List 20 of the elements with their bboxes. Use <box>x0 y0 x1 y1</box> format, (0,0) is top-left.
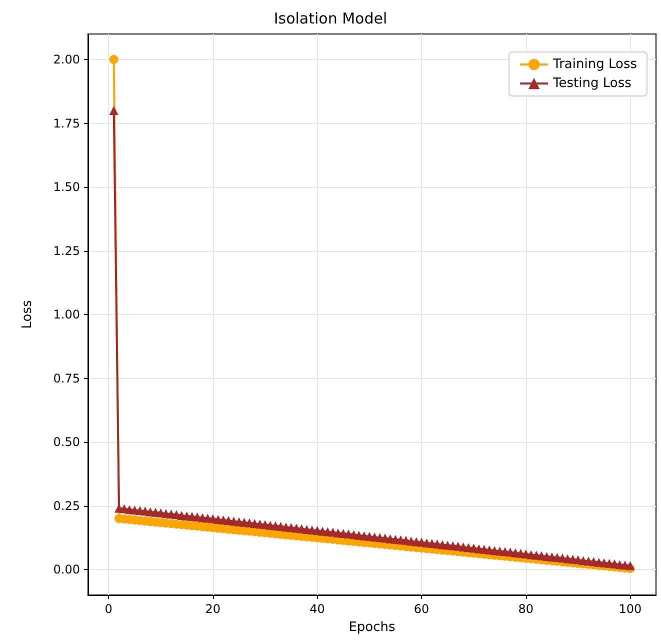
y-axis-title: Loss <box>20 300 35 329</box>
y-tick-label: 1.75 <box>53 116 80 130</box>
y-tick-label: 1.25 <box>53 244 80 258</box>
y-tick-label: 0.25 <box>53 498 80 513</box>
y-tick-label: 1.50 <box>53 180 80 194</box>
chart-title: Isolation Model <box>274 10 388 28</box>
x-tick-label: 80 <box>518 602 534 616</box>
legend-label: Training Loss <box>552 57 638 72</box>
y-tick-label: 0.50 <box>53 435 80 449</box>
y-tick-label: 2.00 <box>53 52 80 66</box>
x-tick-label: 60 <box>414 602 430 616</box>
x-tick-label: 100 <box>618 602 642 616</box>
legend-label: Testing Loss <box>552 76 632 91</box>
x-tick-label: 20 <box>205 602 221 616</box>
x-axis-title: Epochs <box>348 620 396 635</box>
y-tick-label: 1.00 <box>53 308 80 322</box>
y-tick-label: 0.75 <box>53 371 80 386</box>
x-tick-label: 40 <box>310 602 325 616</box>
y-tick-label: 0.00 <box>53 562 80 576</box>
x-tick-label: 0 <box>104 602 112 616</box>
